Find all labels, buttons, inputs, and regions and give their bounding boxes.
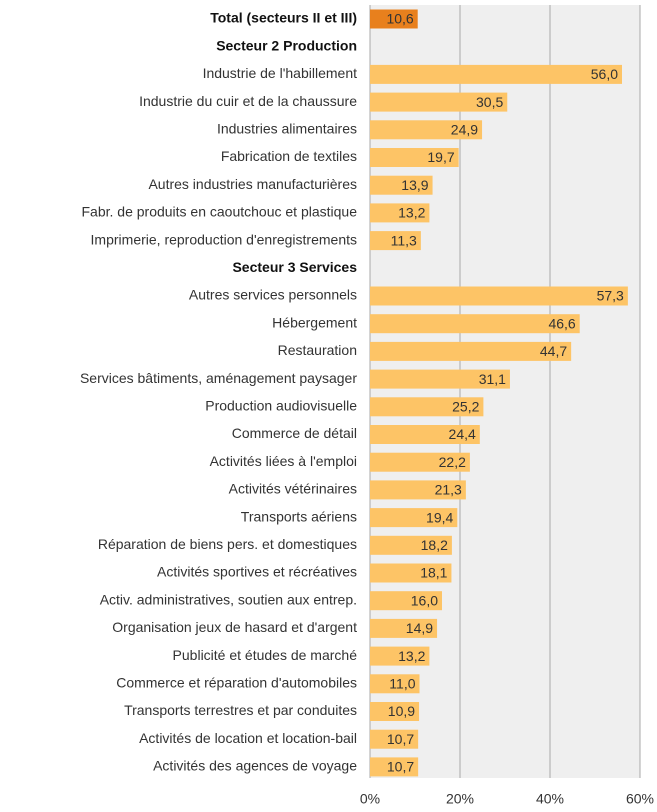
y-tick-label: Organisation jeux de hasard et d'argent [112, 619, 357, 635]
value-label: 56,0 [591, 66, 618, 82]
y-tick-label: Autres services personnels [189, 287, 357, 303]
value-label: 22,2 [439, 454, 466, 470]
group-header: Secteur 3 Services [232, 259, 357, 275]
y-tick-label: Hébergement [272, 314, 357, 330]
bar [370, 646, 430, 666]
y-tick-label: Activités de location et location-bail [139, 730, 357, 746]
x-tick-label: 0% [360, 791, 380, 807]
bar [370, 9, 418, 29]
x-tick-label: 20% [446, 791, 474, 807]
value-label: 21,3 [435, 482, 462, 498]
value-label: 13,2 [398, 205, 425, 221]
bar [370, 702, 420, 721]
value-label: 57,3 [597, 288, 624, 304]
bar [370, 64, 622, 84]
y-tick-label: Industrie de l'habillement [203, 65, 358, 81]
value-label: 13,9 [401, 177, 428, 193]
y-tick-label: Services bâtiments, aménagement paysager [80, 370, 357, 386]
value-label: 11,3 [391, 232, 417, 248]
y-tick-label: Activités des agences de voyage [153, 758, 357, 774]
value-label: 30,5 [476, 94, 503, 110]
bar [370, 452, 470, 472]
bar [370, 92, 508, 112]
bar [370, 120, 483, 140]
value-label: 14,9 [406, 620, 433, 636]
value-label: 31,1 [479, 371, 506, 387]
x-tick-label: 60% [626, 791, 654, 807]
bar [370, 231, 421, 251]
value-label: 25,2 [452, 399, 479, 415]
y-tick-label: Activités liées à l'emploi [210, 453, 357, 469]
value-label: 10,9 [388, 703, 415, 719]
bar [370, 341, 572, 361]
value-label: 19,7 [427, 149, 454, 165]
bar [370, 563, 452, 583]
y-tick-label: Imprimerie, reproduction d'enregistremen… [91, 231, 357, 247]
y-tick-label: Fabrication de textiles [221, 148, 357, 164]
value-label: 10,6 [386, 11, 413, 27]
y-tick-label: Production audiovisuelle [205, 398, 357, 414]
y-tick-label: Publicité et études de marché [173, 647, 358, 663]
y-tick-label: Commerce et réparation d'automobiles [116, 675, 357, 691]
value-label: 18,2 [421, 537, 448, 553]
value-label: 46,6 [548, 315, 575, 331]
bar [370, 757, 419, 777]
value-label: 10,7 [387, 731, 414, 747]
bar [370, 148, 459, 167]
y-tick-label: Activités vétérinaires [229, 481, 357, 497]
y-tick-label: Fabr. de produits en caoutchouc et plast… [81, 204, 357, 220]
total-label: Total (secteurs II et III) [210, 10, 357, 26]
y-tick-label: Transports aériens [241, 508, 357, 524]
value-label: 13,2 [398, 648, 425, 664]
bar [370, 425, 480, 444]
bar [370, 535, 452, 555]
y-tick-label: Transports terrestres et par conduites [124, 702, 357, 718]
y-tick-label: Activités sportives et récréatives [157, 564, 357, 580]
y-tick-label: Commerce de détail [232, 425, 357, 441]
y-tick-label: Réparation de biens pers. et domestiques [98, 536, 357, 552]
y-tick-label: Industrie du cuir et de la chaussure [139, 93, 357, 109]
bar [370, 729, 419, 749]
bar [370, 203, 430, 223]
bar [370, 397, 484, 417]
value-label: 18,1 [420, 565, 447, 581]
bar [370, 286, 628, 306]
bar [370, 480, 466, 500]
y-tick-label: Autres industries manufacturières [148, 176, 357, 192]
group-header: Secteur 2 Production [216, 37, 357, 53]
x-tick-label: 40% [536, 791, 564, 807]
bar [370, 369, 510, 389]
value-label: 24,4 [449, 426, 476, 442]
y-tick-label: Industries alimentaires [217, 121, 357, 137]
value-label: 16,0 [411, 592, 438, 608]
value-label: 24,9 [451, 122, 478, 138]
bar [370, 508, 458, 528]
y-tick-label: Restauration [278, 342, 357, 358]
bar [370, 175, 433, 195]
value-label: 10,7 [387, 759, 414, 775]
bar [370, 618, 438, 638]
bar [370, 674, 420, 694]
bar [370, 314, 580, 334]
value-label: 11,0 [389, 676, 415, 692]
y-tick-label: Activ. administratives, soutien aux entr… [100, 591, 357, 607]
value-label: 19,4 [426, 509, 453, 525]
bar [370, 591, 442, 611]
value-label: 44,7 [540, 343, 567, 359]
